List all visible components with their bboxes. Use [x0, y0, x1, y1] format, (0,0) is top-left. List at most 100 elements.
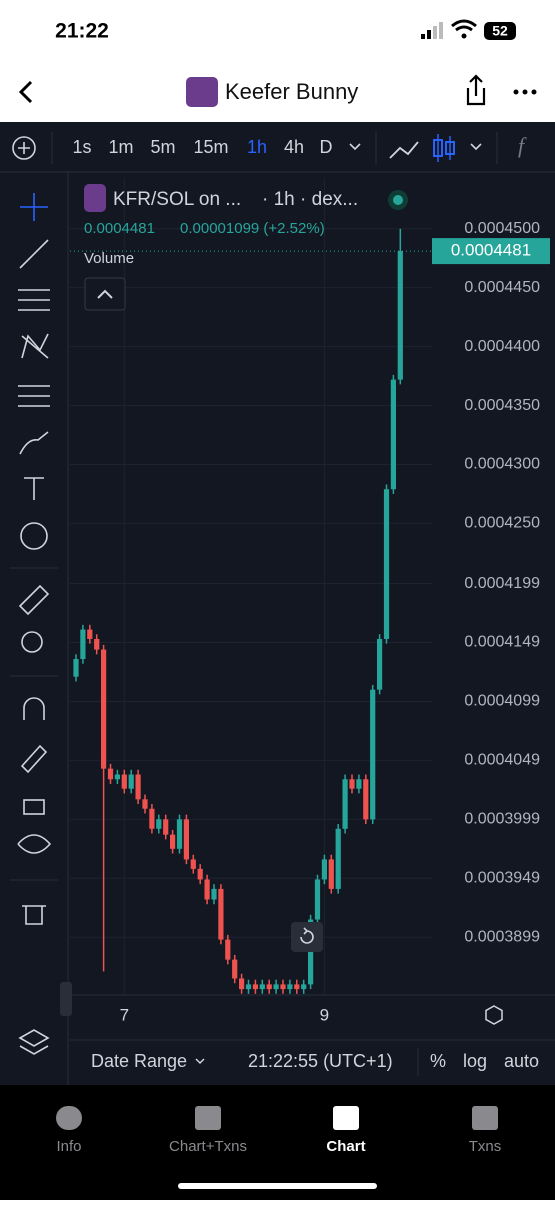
lock-tool[interactable] — [23, 799, 45, 815]
brush-tool[interactable] — [19, 431, 49, 455]
battery-level: 52 — [492, 23, 508, 39]
settings-button[interactable] — [485, 1005, 503, 1025]
fib-tool[interactable] — [18, 289, 50, 311]
last-price-label: 0.0004481 — [451, 241, 531, 260]
candle-body — [377, 638, 383, 690]
interval-button[interactable]: D — [320, 137, 333, 157]
interval-button[interactable]: 5m — [150, 137, 175, 157]
tab-icon[interactable] — [56, 1106, 82, 1130]
y-tick-label: 0.0004300 — [464, 456, 540, 473]
tab-icon[interactable] — [472, 1106, 498, 1130]
emoji-tool[interactable] — [20, 522, 48, 550]
candle-body — [239, 978, 245, 990]
candle-body — [252, 984, 258, 990]
candle-body — [114, 774, 120, 780]
ruler-tool[interactable] — [18, 584, 50, 616]
candle-body — [397, 251, 403, 380]
candle-body — [80, 629, 86, 660]
plot: 0.0004500 0.0004450 0.0004400 0.0004350 0.00… — [70, 178, 550, 1024]
magnet-tool[interactable] — [23, 697, 45, 720]
date-range[interactable]: Date Range — [91, 1051, 187, 1071]
visibility-tool[interactable] — [17, 834, 52, 854]
tab-label[interactable]: Txns — [469, 1138, 502, 1155]
legend-price: 0.0004481 — [84, 220, 155, 237]
date-range-arrow — [195, 1058, 205, 1065]
candle-body — [314, 879, 321, 920]
tab-icon[interactable] — [333, 1106, 359, 1130]
pattern-tool[interactable] — [21, 333, 49, 359]
candle-button[interactable] — [433, 134, 455, 162]
more-button[interactable] — [513, 89, 537, 95]
percent-toggle[interactable]: % — [430, 1051, 446, 1071]
interval-dropdown[interactable] — [349, 143, 361, 151]
candle-body — [321, 859, 327, 880]
candle-body — [232, 959, 238, 979]
candle-body — [211, 888, 217, 900]
projection-tool[interactable] — [18, 385, 50, 407]
candle-body — [121, 774, 127, 789]
drawing-tools — [17, 193, 52, 1055]
token-icon — [186, 77, 218, 107]
candle-body — [135, 774, 141, 800]
collapse-button[interactable] — [84, 277, 126, 311]
indicator-button[interactable]: f — [518, 133, 527, 158]
interval-button[interactable]: 1m — [108, 137, 133, 157]
share-button[interactable] — [466, 74, 486, 106]
y-tick-label: 0.0003949 — [464, 870, 540, 887]
candle-body — [170, 834, 176, 849]
interval-group: 1s 1m 5m 15m 1h 4h D — [72, 137, 332, 157]
text-tool[interactable] — [24, 477, 44, 500]
status-time: 21:22 — [55, 20, 109, 43]
interval-button[interactable]: 15m — [193, 137, 228, 157]
interval-button[interactable]: 4h — [284, 137, 304, 157]
candle-body — [190, 859, 196, 869]
candle-body — [245, 984, 252, 990]
trend-line-tool[interactable] — [19, 239, 49, 269]
y-tick-label: 0.0004250 — [464, 515, 540, 532]
clock: 21:22:55 (UTC+1) — [248, 1051, 393, 1071]
auto-toggle[interactable]: auto — [504, 1051, 539, 1071]
panel-toggle[interactable] — [60, 982, 72, 1016]
candle-body — [197, 868, 203, 880]
candle-body — [335, 828, 341, 889]
home-indicator — [178, 1183, 377, 1189]
candle-body — [142, 799, 148, 809]
y-tick-label: 0.0004350 — [464, 397, 540, 414]
candle-body — [356, 779, 362, 789]
tab-icon[interactable] — [195, 1106, 221, 1130]
tab-label[interactable]: Chart+Txns — [169, 1138, 247, 1155]
candle-body — [383, 489, 390, 639]
tab-label[interactable]: Info — [56, 1138, 81, 1155]
legend-source: · 1h · dex... — [262, 189, 358, 210]
y-tick-label: 0.0004049 — [464, 752, 540, 769]
candle-body — [149, 808, 155, 829]
add-indicator[interactable] — [12, 136, 36, 160]
candle-body — [101, 649, 107, 769]
last-price-box — [432, 238, 550, 265]
x-tick-label: 7 — [120, 1005, 129, 1024]
candle-body — [183, 819, 189, 860]
candle-body — [87, 629, 93, 639]
candle-body — [225, 939, 231, 960]
reset-button[interactable] — [291, 922, 323, 952]
delete-tool[interactable] — [22, 905, 46, 925]
candle-body — [94, 638, 100, 650]
candle-body — [287, 984, 293, 990]
y-tick-label: 0.0004400 — [464, 338, 540, 355]
log-toggle[interactable]: log — [463, 1051, 487, 1071]
tab-label[interactable]: Chart — [326, 1138, 365, 1155]
interval-button[interactable]: 1s — [72, 137, 91, 157]
candle-body — [301, 984, 307, 990]
reset-icon — [300, 927, 314, 944]
chart-type-dropdown[interactable] — [470, 143, 482, 151]
zoom-tool[interactable] — [21, 631, 43, 653]
y-tick-label: 0.0004149 — [464, 634, 540, 651]
layers-tool[interactable] — [18, 1029, 50, 1055]
line-chart-button[interactable] — [389, 141, 419, 159]
interval-button[interactable]: 1h — [247, 137, 267, 157]
crosshair-tool[interactable] — [20, 193, 48, 221]
candle-body — [266, 984, 272, 990]
back-button[interactable] — [18, 80, 33, 104]
candle-body — [218, 888, 224, 940]
lock-draw-tool[interactable] — [20, 744, 48, 774]
